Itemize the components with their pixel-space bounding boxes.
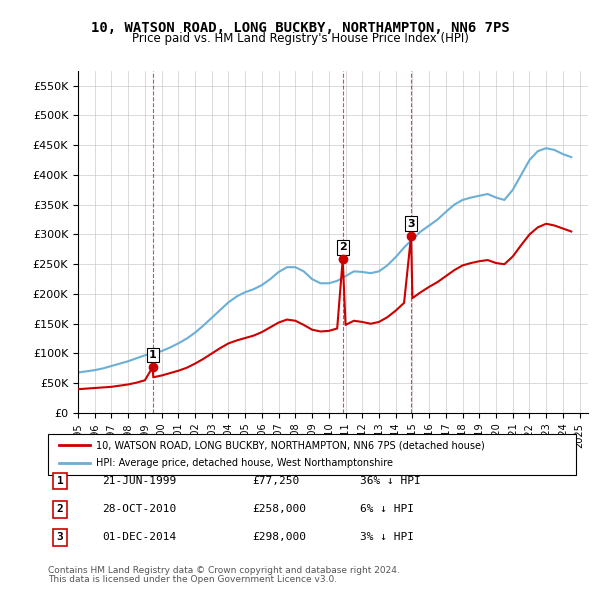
Text: 3% ↓ HPI: 3% ↓ HPI: [360, 533, 414, 542]
FancyBboxPatch shape: [48, 434, 576, 475]
Text: 1: 1: [56, 476, 64, 486]
Text: 01-DEC-2014: 01-DEC-2014: [102, 533, 176, 542]
Text: 2: 2: [56, 504, 64, 514]
Text: 21-JUN-1999: 21-JUN-1999: [102, 476, 176, 486]
Text: 3: 3: [56, 533, 64, 542]
Text: £258,000: £258,000: [252, 504, 306, 514]
Text: 28-OCT-2010: 28-OCT-2010: [102, 504, 176, 514]
Text: Contains HM Land Registry data © Crown copyright and database right 2024.: Contains HM Land Registry data © Crown c…: [48, 566, 400, 575]
Text: 10, WATSON ROAD, LONG BUCKBY, NORTHAMPTON, NN6 7PS (detached house): 10, WATSON ROAD, LONG BUCKBY, NORTHAMPTO…: [95, 440, 484, 450]
Text: 1: 1: [149, 350, 157, 360]
Text: £77,250: £77,250: [252, 476, 299, 486]
Text: £298,000: £298,000: [252, 533, 306, 542]
Text: 6% ↓ HPI: 6% ↓ HPI: [360, 504, 414, 514]
Text: HPI: Average price, detached house, West Northamptonshire: HPI: Average price, detached house, West…: [95, 458, 392, 468]
Text: 3: 3: [407, 218, 415, 228]
Text: This data is licensed under the Open Government Licence v3.0.: This data is licensed under the Open Gov…: [48, 575, 337, 584]
Text: Price paid vs. HM Land Registry's House Price Index (HPI): Price paid vs. HM Land Registry's House …: [131, 32, 469, 45]
Text: 10, WATSON ROAD, LONG BUCKBY, NORTHAMPTON, NN6 7PS: 10, WATSON ROAD, LONG BUCKBY, NORTHAMPTO…: [91, 21, 509, 35]
Text: 36% ↓ HPI: 36% ↓ HPI: [360, 476, 421, 486]
Text: 2: 2: [339, 242, 347, 253]
